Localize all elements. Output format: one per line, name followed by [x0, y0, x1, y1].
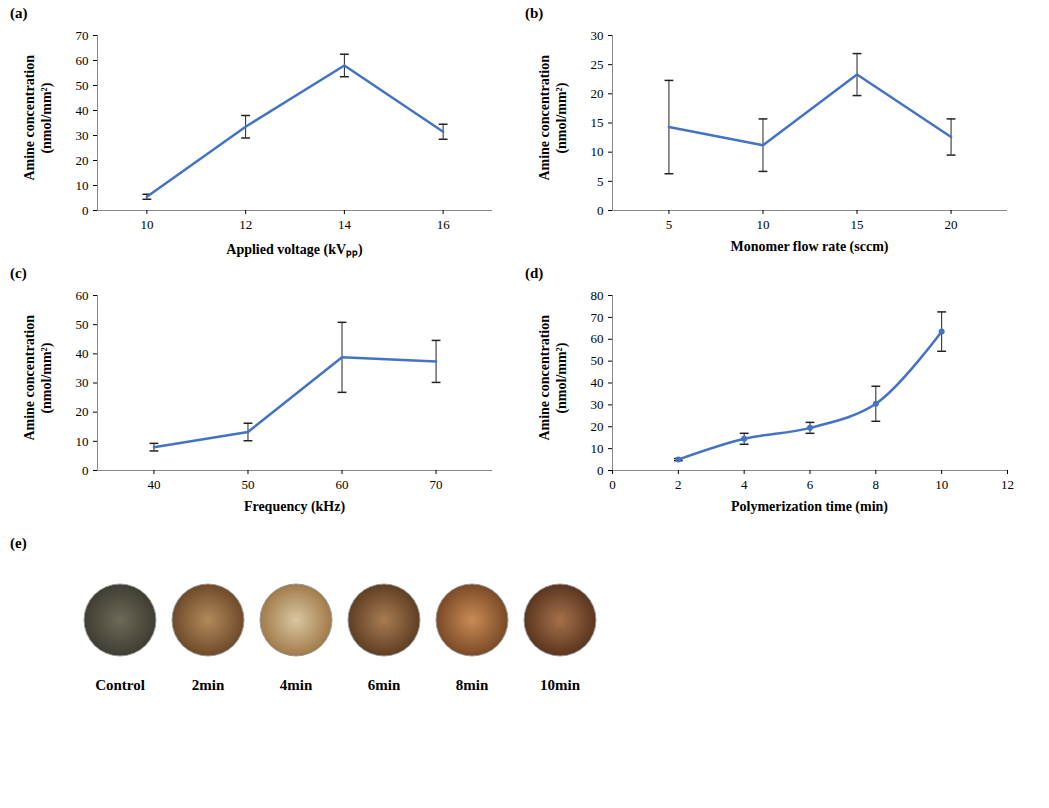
html-text:Polymerization time (min): Polymerization time (min) — [731, 499, 888, 514]
html-text:(e): (e) — [10, 535, 27, 551]
svg-text:40: 40 — [591, 375, 604, 390]
html-text:Monomer flow rate (sccm): Monomer flow rate (sccm) — [730, 239, 889, 254]
html-text:Amine concentration: Amine concentration — [537, 314, 552, 441]
html-text:(nmol/mm²): (nmol/mm²) — [39, 82, 54, 153]
html-text:Frequency (kHz): Frequency (kHz) — [243, 499, 346, 514]
svg-text:10: 10 — [591, 144, 604, 159]
svg-text:25: 25 — [591, 57, 604, 72]
svg-text:10: 10 — [756, 217, 769, 232]
svg-text:0: 0 — [597, 203, 604, 218]
svg-text:16: 16 — [437, 217, 451, 232]
svg-text:80: 80 — [591, 288, 604, 303]
svg-text:12: 12 — [239, 217, 252, 232]
html-text:(nmol/mm²): (nmol/mm²) — [554, 342, 569, 413]
svg-text:20: 20 — [76, 404, 89, 419]
svg-text:2min: 2min — [192, 677, 225, 693]
html-text:Applied voltage (kVₚₚ): Applied voltage (kVₚₚ) — [226, 242, 363, 257]
svg-text:40: 40 — [76, 103, 89, 118]
svg-text:15: 15 — [591, 115, 604, 130]
svg-text:10: 10 — [140, 217, 153, 232]
svg-text:60: 60 — [76, 288, 89, 303]
svg-text:4: 4 — [741, 477, 748, 492]
svg-text:30: 30 — [76, 375, 89, 390]
svg-text:8: 8 — [873, 477, 880, 492]
html-text:(c): (c) — [10, 265, 27, 281]
svg-text:40: 40 — [147, 477, 160, 492]
html-text:(a): (a) — [10, 5, 28, 21]
svg-text:8min: 8min — [456, 677, 489, 693]
svg-text:0: 0 — [82, 463, 89, 478]
svg-text:5: 5 — [666, 217, 673, 232]
svg-text:20: 20 — [591, 419, 604, 434]
svg-text:0: 0 — [609, 477, 616, 492]
html-text:Amine concentration: Amine concentration — [22, 54, 37, 181]
svg-text:50: 50 — [76, 317, 89, 332]
svg-text:5: 5 — [597, 173, 604, 188]
svg-text:20: 20 — [591, 86, 604, 101]
svg-text:70: 70 — [430, 477, 443, 492]
svg-text:50: 50 — [591, 353, 604, 368]
svg-text:20: 20 — [945, 217, 958, 232]
svg-text:6: 6 — [807, 477, 814, 492]
html-text:(b): (b) — [525, 5, 544, 21]
html-text:Amine concentration: Amine concentration — [537, 54, 552, 181]
svg-text:Control: Control — [95, 677, 145, 693]
html-text:(nmol/mm²): (nmol/mm²) — [39, 342, 54, 413]
svg-text:15: 15 — [851, 217, 864, 232]
html-text:(d): (d) — [525, 265, 544, 281]
svg-text:60: 60 — [76, 53, 89, 68]
svg-text:60: 60 — [591, 331, 604, 346]
svg-text:4min: 4min — [280, 677, 313, 693]
svg-text:0: 0 — [597, 463, 604, 478]
html-text:Amine concentration: Amine concentration — [22, 314, 37, 441]
svg-text:10: 10 — [76, 433, 89, 448]
svg-text:6min: 6min — [368, 677, 401, 693]
svg-text:10: 10 — [935, 477, 948, 492]
svg-text:0: 0 — [82, 203, 89, 218]
svg-text:20: 20 — [76, 153, 89, 168]
svg-text:30: 30 — [591, 397, 604, 412]
svg-text:50: 50 — [76, 78, 89, 93]
svg-text:12: 12 — [1001, 477, 1014, 492]
html-text:(nmol/mm²): (nmol/mm²) — [554, 82, 569, 153]
svg-text:70: 70 — [76, 28, 89, 43]
svg-text:10: 10 — [76, 178, 89, 193]
svg-text:50: 50 — [241, 477, 254, 492]
svg-text:30: 30 — [591, 28, 604, 43]
svg-text:14: 14 — [338, 217, 352, 232]
svg-text:60: 60 — [336, 477, 349, 492]
svg-text:2: 2 — [675, 477, 682, 492]
svg-text:70: 70 — [591, 310, 604, 325]
svg-text:30: 30 — [76, 128, 89, 143]
svg-text:40: 40 — [76, 346, 89, 361]
svg-text:10min: 10min — [540, 677, 581, 693]
svg-text:10: 10 — [591, 441, 604, 456]
